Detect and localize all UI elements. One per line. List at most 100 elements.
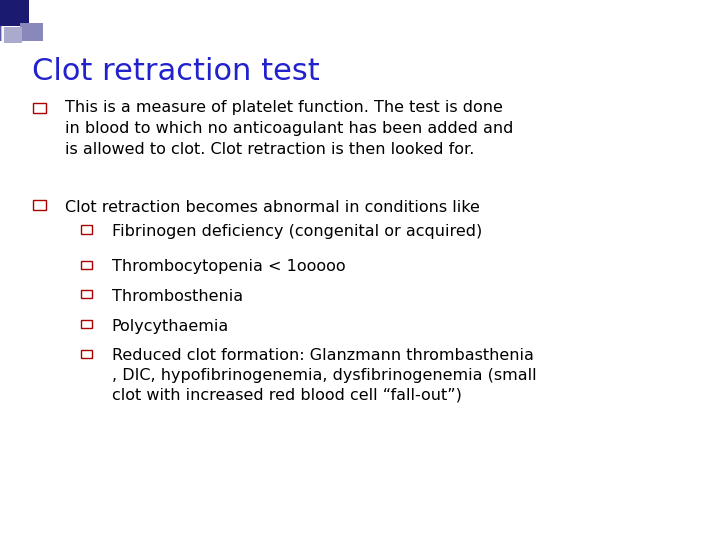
Bar (2, 0, 5, 40)
Bar (2, 0, 5, 40)
Bar (2, 0, 4, 40)
Bar (1, 0, 4, 40)
Bar (1, 0, 4, 40)
Bar (2, 0, 5, 40)
Bar (20, 23, 43, 40)
Bar (2, 0, 4, 40)
Bar (1, 0, 4, 40)
Bar (2, 0, 4, 40)
Bar (0, 0, 3, 40)
Bar (2, 0, 4, 40)
Bar (1, 0, 3, 40)
Bar (2, 0, 5, 40)
Bar (1, 0, 3, 40)
Text: Clot retraction test: Clot retraction test (32, 57, 320, 86)
Bar (2, 0, 4, 40)
Bar (0, 0, 2, 40)
Bar (2, 0, 4, 40)
Bar (1, 0, 3, 40)
Bar (2, 0, 4, 40)
Bar (1, 0, 3, 40)
Bar (1, 0, 4, 40)
Bar (1, 0, 3, 40)
Bar (1, 0, 4, 40)
Bar (1, 0, 3, 40)
Bar (1, 0, 4, 40)
Bar (1, 0, 3, 40)
Bar (1, 0, 3, 40)
Bar (1, 0, 4, 40)
Bar (0, 0, 3, 40)
Bar (1, 0, 3, 40)
Bar (1, 0, 3, 40)
Bar (1, 0, 4, 40)
Bar (1, 0, 4, 40)
Bar (2, 0, 4, 40)
Bar (1, 0, 4, 40)
Bar (2, 0, 5, 40)
Bar (2, 0, 5, 40)
Bar (1, 0, 3, 40)
Bar (2, 0, 4, 40)
Bar (1, 0, 3, 40)
Bar (1, 0, 3, 40)
Bar (1, 0, 4, 40)
Bar (1, 0, 3, 40)
Bar (1, 0, 3, 40)
Bar (2, 0, 4, 40)
Bar (1, 0, 3, 40)
Bar (1, 0, 4, 40)
Bar (1, 0, 4, 40)
Bar (1, 0, 4, 40)
Bar (2, 0, 4, 40)
Bar (1, 0, 4, 40)
Bar (1, 0, 4, 40)
Bar (2, 0, 4, 40)
Bar (1, 0, 4, 40)
Bar (1, 0, 3, 40)
Bar (0, 0, 3, 40)
Bar (1, 0, 4, 40)
Bar (1, 0, 4, 40)
Bar (1, 0, 4, 40)
Bar (1, 0, 4, 40)
Text: Fibrinogen deficiency (congenital or acquired): Fibrinogen deficiency (congenital or acq… (112, 224, 482, 239)
Bar (1, 0, 3, 40)
Bar (1, 0, 4, 40)
Bar (0, 0, 2, 40)
Bar (0, 0, 3, 40)
Bar (2, 0, 4, 40)
Bar (0, 0, 3, 40)
Bar (1, 0, 3, 40)
Bar (1, 0, 3, 40)
Bar (2, 0, 4, 40)
Bar (81, 226, 92, 233)
Bar (1, 0, 3, 40)
Bar (1, 0, 4, 40)
Bar (0, 0, 3, 40)
Bar (1, 0, 3, 40)
Bar (1, 0, 4, 40)
Bar (1, 0, 4, 40)
Bar (2, 0, 4, 40)
Bar (0, 0, 3, 40)
Bar (2, 0, 4, 40)
Bar (2, 0, 4, 40)
Bar (1, 0, 4, 40)
Bar (2, 0, 4, 40)
Bar (0, 0, 3, 40)
Bar (81, 350, 92, 357)
Bar (1, 0, 4, 40)
Bar (2, 0, 4, 40)
Bar (1, 0, 4, 40)
Bar (0, 0, 3, 40)
Bar (1, 0, 4, 40)
Bar (81, 291, 92, 298)
Bar (0, 0, 2, 40)
Bar (81, 260, 92, 268)
Bar (1, 0, 4, 40)
Text: Polycythaemia: Polycythaemia (112, 319, 229, 334)
Bar (1, 0, 4, 40)
Bar (2, 0, 5, 40)
Bar (1, 0, 3, 40)
